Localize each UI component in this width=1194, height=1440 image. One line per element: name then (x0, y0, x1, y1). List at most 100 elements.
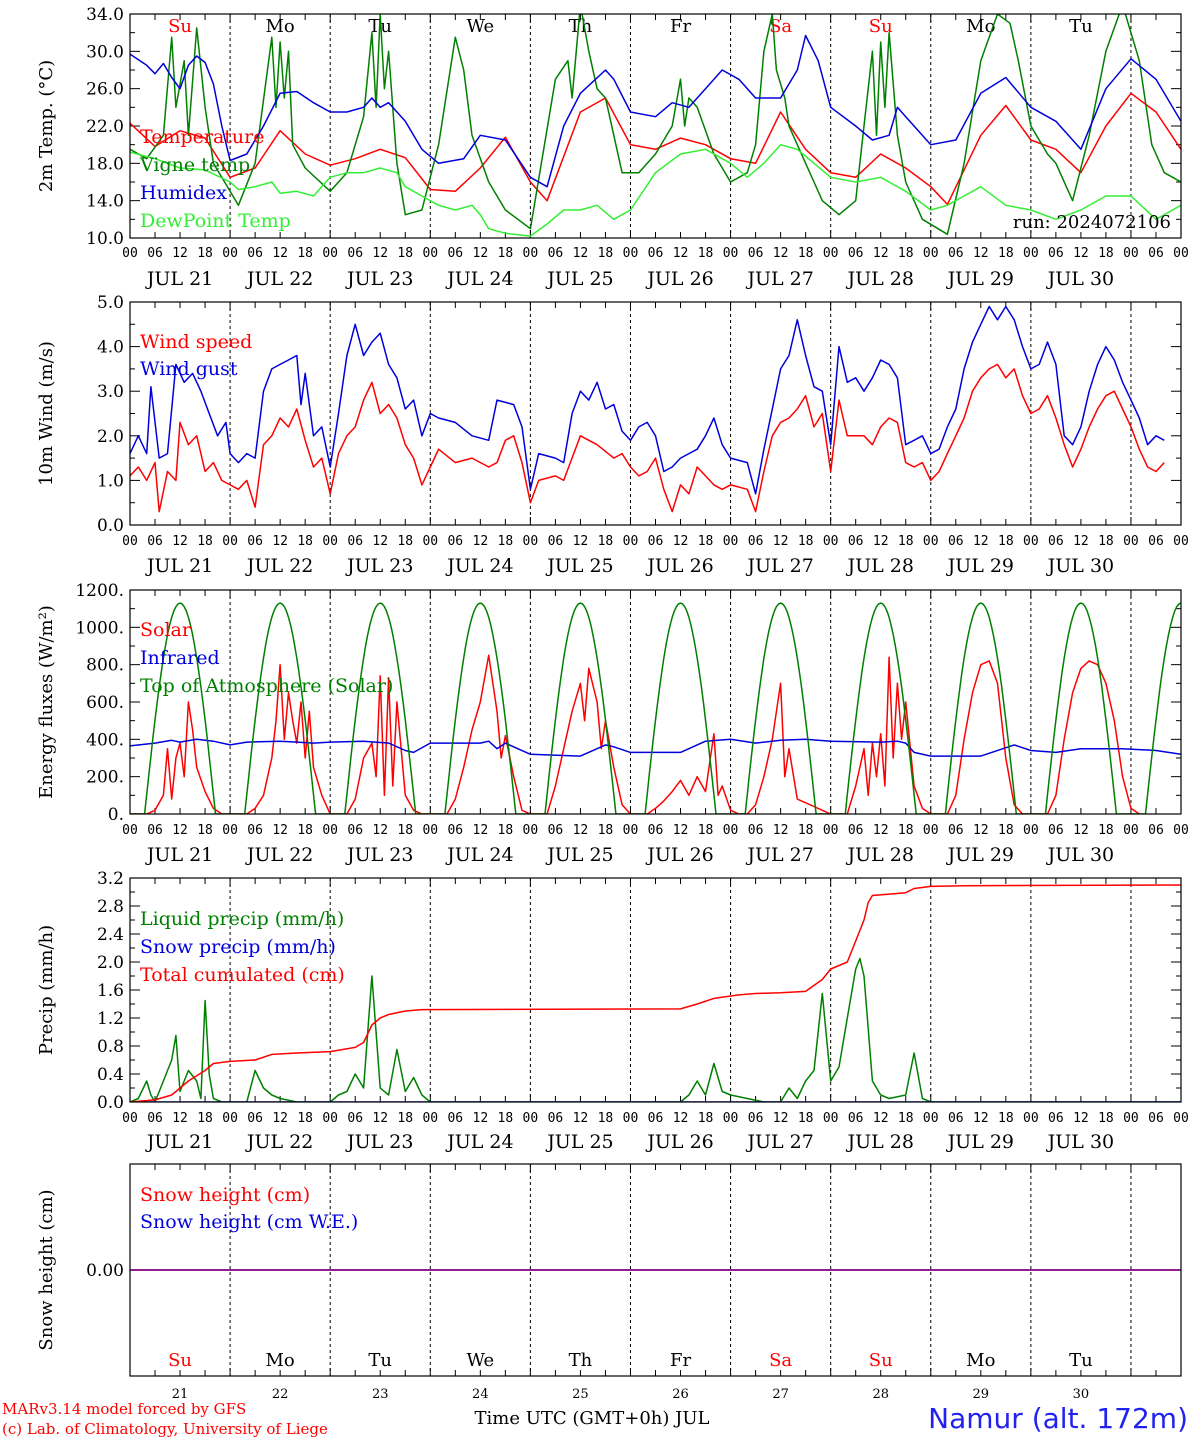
hour-tick-label: 18 (798, 823, 814, 838)
hour-tick-label: 12 (673, 1111, 689, 1126)
hour-tick-label: 00 (1123, 534, 1139, 549)
legend-entry: Infrared (140, 647, 220, 669)
hour-tick-label: 06 (648, 823, 664, 838)
hour-tick-label: 06 (147, 246, 163, 261)
hour-tick-label: 18 (598, 246, 614, 261)
hour-tick-label: 00 (1173, 823, 1189, 838)
hour-tick-label: 06 (247, 1111, 263, 1126)
hour-tick-label: 12 (372, 246, 388, 261)
hour-tick-label: 00 (623, 823, 639, 838)
weekday-label: Fr (670, 1350, 691, 1371)
date-label: JUL 27 (745, 844, 813, 866)
y-tick-label: 0.00 (86, 1261, 124, 1281)
y-tick-label: 2.4 (97, 925, 124, 945)
day-number-label: 21 (172, 1387, 189, 1402)
y-tick-label: 200. (86, 768, 124, 788)
date-label: JUL 22 (245, 1131, 313, 1153)
y-tick-label: 34.0 (86, 5, 124, 25)
legend-entry: Temperature (140, 126, 264, 148)
date-label: JUL 28 (845, 1131, 913, 1153)
hour-tick-label: 00 (623, 1111, 639, 1126)
y-axis-title: Precip (mm/h) (36, 925, 57, 1055)
panel-frame (129, 877, 1182, 1103)
legend-entry: Snow height (cm W.E.) (140, 1211, 358, 1233)
weekday-label: Mo (966, 1350, 995, 1371)
date-label: JUL 21 (145, 844, 213, 866)
date-label: JUL 26 (645, 844, 713, 866)
hour-tick-label: 00 (322, 1111, 338, 1126)
hour-tick-label: 12 (973, 1111, 989, 1126)
date-label: JUL 22 (245, 268, 313, 290)
hour-tick-label: 18 (297, 246, 313, 261)
hour-tick-label: 12 (673, 246, 689, 261)
hour-tick-label: 06 (948, 246, 964, 261)
hour-tick-label: 06 (447, 246, 463, 261)
hour-tick-label: 12 (773, 534, 789, 549)
hour-tick-label: 00 (523, 823, 539, 838)
hour-tick-label: 00 (222, 823, 238, 838)
hour-tick-label: 18 (698, 246, 714, 261)
y-tick-label: 0.4 (97, 1065, 124, 1085)
y-axis-title: Energy fluxes (W/m²) (36, 605, 57, 799)
hour-tick-label: 06 (548, 1111, 564, 1126)
hour-tick-label: 18 (197, 246, 213, 261)
hour-tick-label: 18 (397, 1111, 413, 1126)
y-tick-label: 4.0 (97, 338, 124, 358)
hour-tick-label: 12 (272, 823, 288, 838)
hour-tick-label: 06 (1048, 1111, 1064, 1126)
series-line (130, 884, 1181, 1102)
date-label: JUL 22 (245, 555, 313, 577)
hour-tick-label: 00 (723, 1111, 739, 1126)
date-label: JUL 29 (946, 1131, 1014, 1153)
hour-tick-label: 18 (898, 823, 914, 838)
hour-tick-label: 06 (147, 534, 163, 549)
hour-tick-label: 12 (973, 534, 989, 549)
hour-tick-label: 12 (573, 534, 589, 549)
hour-tick-label: 06 (948, 534, 964, 549)
hour-tick-label: 18 (798, 534, 814, 549)
date-label: JUL 21 (145, 1131, 213, 1153)
hour-tick-label: 00 (923, 246, 939, 261)
hour-tick-label: 00 (523, 246, 539, 261)
weekday-label: We (466, 16, 494, 37)
weekday-label: Mo (266, 16, 295, 37)
y-tick-label: 14.0 (86, 192, 124, 212)
hour-tick-label: 00 (422, 823, 438, 838)
footer: MARv3.14 model forced by GFS (c) Lab. of… (2, 1400, 1188, 1438)
legend-entry: DewPoint Temp (140, 210, 291, 232)
date-label: JUL 24 (445, 555, 513, 577)
hour-tick-label: 00 (1123, 1111, 1139, 1126)
hour-tick-label: 06 (147, 1111, 163, 1126)
date-label: JUL 23 (345, 555, 413, 577)
hour-tick-label: 00 (1173, 1111, 1189, 1126)
y-tick-label: 10.0 (86, 229, 124, 249)
y-tick-label: 1.0 (97, 471, 124, 491)
hour-tick-label: 12 (673, 534, 689, 549)
y-tick-label: 1000. (75, 618, 124, 638)
hour-tick-label: 12 (873, 823, 889, 838)
day-number-label: 25 (572, 1387, 589, 1402)
hour-tick-label: 12 (473, 246, 489, 261)
hour-tick-label: 12 (973, 823, 989, 838)
date-label: JUL 23 (345, 1131, 413, 1153)
hour-tick-label: 06 (848, 534, 864, 549)
legend-entry: Snow height (cm) (140, 1184, 310, 1206)
weekday-label: Fr (670, 16, 691, 37)
hour-tick-label: 00 (1173, 246, 1189, 261)
hour-tick-label: 00 (122, 534, 138, 549)
hour-tick-label: 12 (873, 1111, 889, 1126)
day-number-label: 29 (973, 1387, 990, 1402)
panel-frame (129, 13, 1182, 239)
hour-tick-label: 00 (322, 823, 338, 838)
hour-tick-label: 18 (598, 1111, 614, 1126)
model-credit: MARv3.14 model forced by GFS (2, 1400, 246, 1418)
hour-tick-label: 12 (272, 246, 288, 261)
hour-tick-label: 00 (723, 246, 739, 261)
plot-area (130, 305, 1165, 513)
hour-tick-label: 06 (1148, 1111, 1164, 1126)
day-number-label: 24 (472, 1387, 489, 1402)
hour-tick-label: 18 (297, 534, 313, 549)
weekday-label: Tu (1069, 16, 1093, 37)
panel-snow: 0.00 Snow height (cm) Snow height (cm) Snow… (36, 1163, 1182, 1402)
hour-tick-label: 00 (523, 534, 539, 549)
